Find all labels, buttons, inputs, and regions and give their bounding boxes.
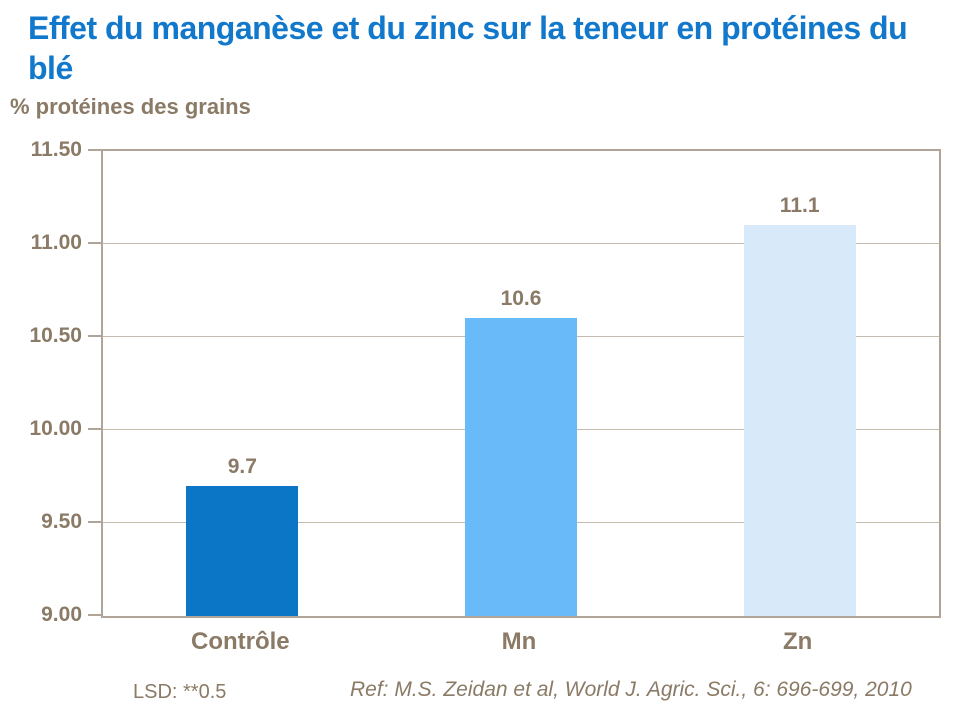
chart-title: Effet du manganèse et du zinc sur la ten… xyxy=(28,10,908,86)
y-axis-tick-mark xyxy=(88,614,101,616)
y-axis-tick-mark xyxy=(88,149,101,151)
gridline xyxy=(103,243,939,244)
bar-contrôle xyxy=(186,485,299,616)
y-axis-tick-label: 11.00 xyxy=(30,231,82,254)
y-axis-tick-mark xyxy=(88,521,101,523)
bar-zn xyxy=(743,225,856,616)
y-axis-tick-label: 10.00 xyxy=(29,417,82,440)
y-axis-tick-mark xyxy=(88,428,101,430)
category-label-contrôle: Contrôle xyxy=(190,628,290,655)
y-axis-tick-label: 9.00 xyxy=(41,603,82,626)
plot-area: 9.7 10.6 11.1 xyxy=(101,149,941,618)
y-axis-tick-label: 9.50 xyxy=(41,510,82,533)
bar-value-label: 10.6 xyxy=(500,287,542,311)
y-axis-tick-mark xyxy=(88,335,101,337)
lsd-note: LSD: **0.5 xyxy=(133,681,227,703)
y-axis-tick-mark xyxy=(88,242,101,244)
y-axis-tick-label: 10.50 xyxy=(29,324,82,347)
category-label-zn: Zn xyxy=(782,628,813,655)
y-axis-tick-label: 11.50 xyxy=(30,138,82,161)
y-axis-title: % protéines des grains xyxy=(10,94,251,119)
bar-mn xyxy=(465,318,577,616)
category-label-mn: Mn xyxy=(501,628,537,655)
reference-citation: Ref: M.S. Zeidan et al, World J. Agric. … xyxy=(350,678,912,701)
bar-value-label: 11.1 xyxy=(779,194,820,218)
bar-value-label: 9.7 xyxy=(227,454,257,478)
